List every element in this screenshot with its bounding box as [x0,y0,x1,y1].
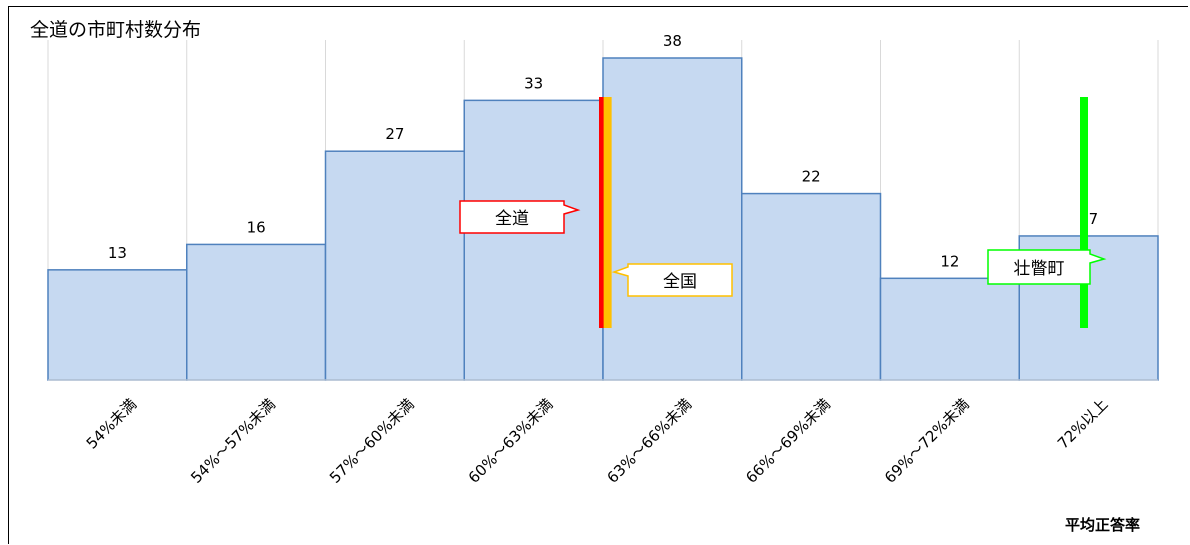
bar [186,243,327,381]
category-tick-label: 63%～66%未満 [604,395,696,487]
category-tick-label: 54%未満 [83,395,141,453]
category-tick-label: 60%～63%未満 [465,395,557,487]
value-label: 22 [802,168,821,186]
bars [47,57,1159,381]
category-tick-label: 72%以上 [1054,395,1112,453]
bar [324,150,465,381]
x-axis-label: 平均正答率 [1065,516,1140,534]
marker-callout [987,249,1107,285]
bar [602,57,743,381]
category-tick-label: 69%～72%未満 [881,395,973,487]
value-label: 13 [108,244,127,262]
category-tick-labels: 54%未満 54%～57%未満 57%～60%未満 60%～63%未満 63%～66%未… [83,395,1112,487]
bar [47,269,188,381]
value-label: 16 [247,218,266,236]
value-label: 38 [663,32,682,50]
category-tick-label: 57%～60%未満 [326,395,418,487]
bar [879,277,1020,381]
marker-label: 壮瞥町 [1014,259,1065,279]
marker-label: 全道 [495,209,529,229]
chart-frame [8,6,1188,544]
category-tick-label: 54%～57%未満 [187,395,279,487]
marker-callout [611,263,733,297]
bar [741,192,882,381]
category-tick-label: 66%～69%未満 [742,395,834,487]
value-label: 12 [940,252,959,270]
chart-title: 全道の市町村数分布 [30,19,201,41]
value-label: 33 [524,74,543,92]
marker-callout [459,200,581,234]
bar [463,99,604,381]
marker-label: 全国 [663,272,697,292]
value-label: 27 [385,125,404,143]
